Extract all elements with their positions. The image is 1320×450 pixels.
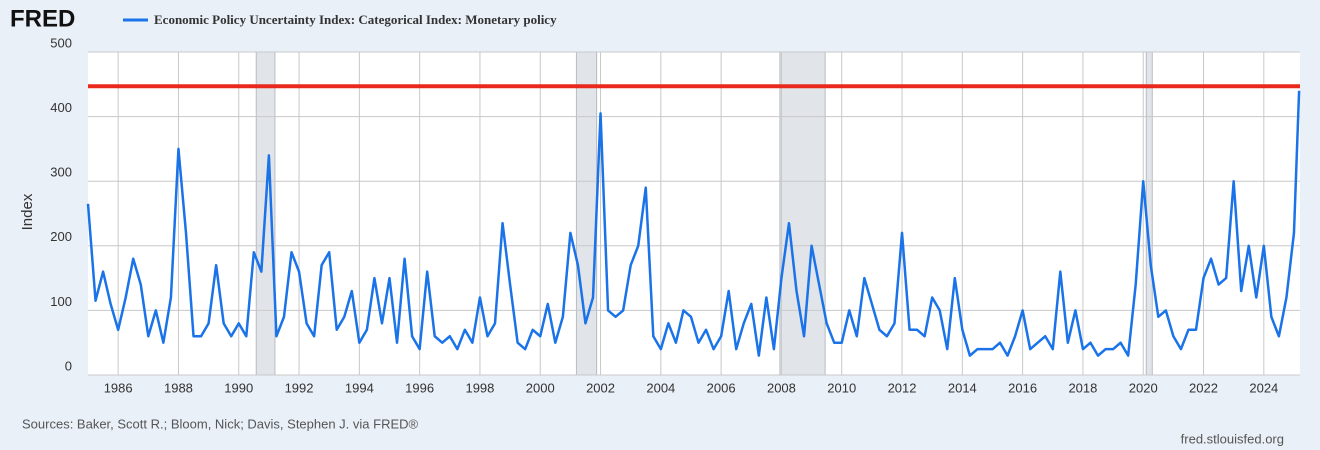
y-tick-label: 100 (50, 294, 72, 309)
legend-label: Economic Policy Uncertainty Index: Categ… (154, 12, 557, 27)
plot-area (88, 52, 1300, 375)
y-axis-label: Index (19, 193, 36, 230)
x-tick-label: 2008 (767, 380, 796, 395)
x-tick-label: 1992 (285, 380, 314, 395)
recession-band (575, 51, 598, 376)
x-tick-label: 1996 (405, 380, 434, 395)
y-tick-label: 0 (65, 358, 72, 373)
x-tick-label: 2018 (1068, 380, 1097, 395)
x-tick-label: 2022 (1189, 380, 1218, 395)
x-tick-label: 2010 (827, 380, 856, 395)
plot: 0 100 200 300 400 500 1986 1988 1990 1992 1994 1996… (50, 35, 1301, 395)
x-tick-label: 1986 (104, 380, 133, 395)
y-tick-label: 300 (50, 165, 72, 180)
x-tick-label: 1988 (164, 380, 193, 395)
x-tick-label: 2004 (646, 380, 675, 395)
y-tick-label: 500 (50, 35, 72, 50)
source: Sources: Baker, Scott R.; Bloom, Nick; D… (22, 416, 419, 431)
x-tick-label: 2000 (526, 380, 555, 395)
x-tick-label: 1990 (224, 380, 253, 395)
x-tick-label: 2024 (1249, 380, 1278, 395)
y-tick-label: 400 (50, 100, 72, 115)
x-tick-label: 2002 (586, 380, 615, 395)
x-tick-label: 2020 (1129, 380, 1158, 395)
x-tick-label: 2006 (707, 380, 736, 395)
logo: FRED (10, 5, 75, 32)
x-tick-label: 2012 (888, 380, 917, 395)
x-tick-label: 2014 (948, 380, 977, 395)
site: fred.stlouisfed.org (1181, 431, 1284, 446)
x-tick-label: 2016 (1008, 380, 1037, 395)
x-tick-label: 1998 (465, 380, 494, 395)
y-tick-label: 200 (50, 229, 72, 244)
x-tick-label: 1994 (345, 380, 374, 395)
series-line (86, 90, 1301, 357)
